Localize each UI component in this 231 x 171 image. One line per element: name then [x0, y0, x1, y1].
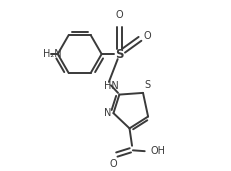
Text: S: S — [115, 48, 123, 61]
Text: O: O — [115, 10, 123, 20]
Text: O: O — [109, 159, 117, 169]
Text: N: N — [103, 108, 110, 118]
Text: HN: HN — [104, 81, 119, 91]
Text: S: S — [144, 80, 150, 90]
Text: O: O — [143, 31, 151, 41]
Text: OH: OH — [149, 146, 164, 156]
Text: H₂N: H₂N — [42, 49, 61, 59]
